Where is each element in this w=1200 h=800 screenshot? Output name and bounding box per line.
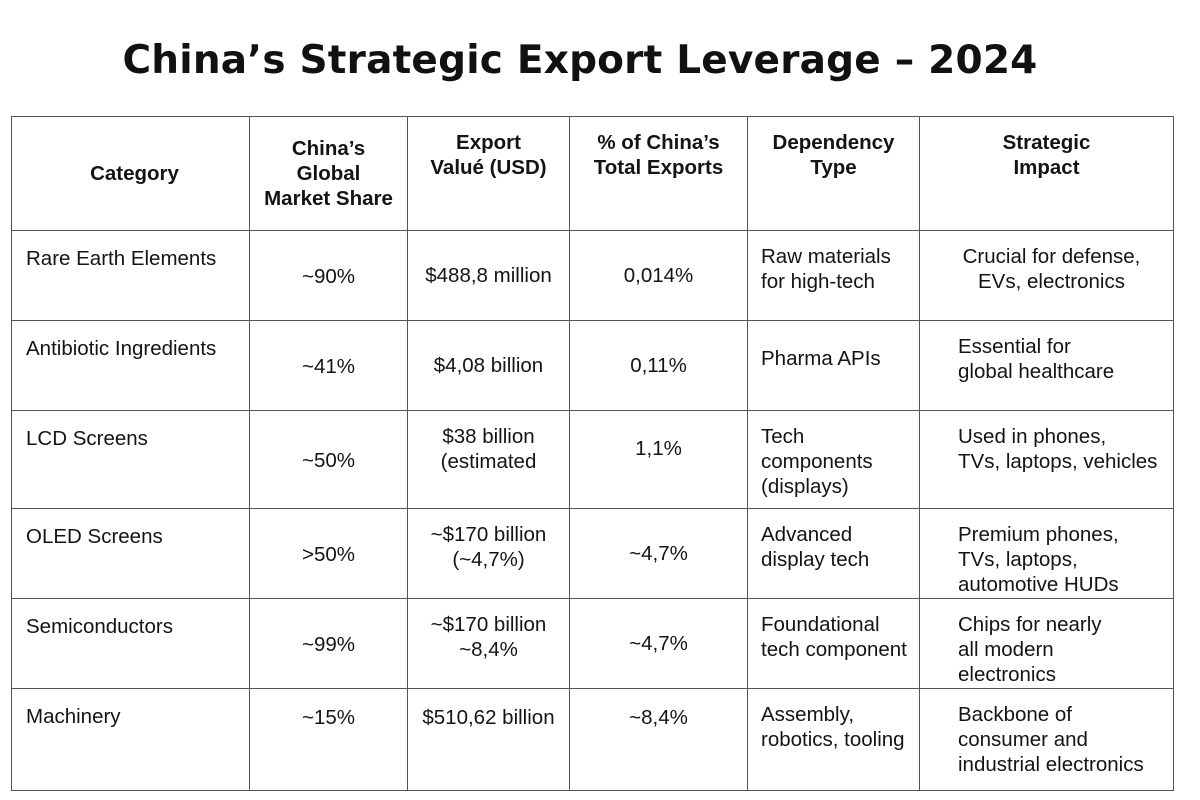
cell-strategic-impact: Backbone of consumer and industrial elec… <box>919 688 1174 791</box>
cell-pct-total-exports: ~4,7% <box>569 598 748 689</box>
cell-pct-total-exports: 1,1% <box>569 410 748 509</box>
page-title: China’s Strategic Export Leverage – 2024 <box>122 38 1038 83</box>
header-row: Category China’s Global Market Share Exp… <box>11 116 1174 231</box>
cell-market-share: >50% <box>249 508 408 599</box>
cell-market-share: ~99% <box>249 598 408 689</box>
cell-strategic-impact: Chips for nearly all modern electronics <box>919 598 1174 689</box>
cell-market-share: ~15% <box>249 688 408 791</box>
cell-dependency-type: Foundational tech component <box>747 598 920 689</box>
header-pct-total-exports: % of China’s Total Exports <box>569 116 748 231</box>
table-row: OLED Screens >50% ~$170 billion (~4,7%) … <box>11 508 1174 599</box>
cell-export-value: $38 billion (estimated <box>407 410 570 509</box>
cell-category: OLED Screens <box>11 508 250 599</box>
table-row: LCD Screens ~50% $38 billion (estimated … <box>11 410 1174 509</box>
cell-category: LCD Screens <box>11 410 250 509</box>
cell-dependency-type: Assembly, robotics, tooling <box>747 688 920 791</box>
cell-export-value: ~$170 billion (~4,7%) <box>407 508 570 599</box>
cell-pct-total-exports: ~4,7% <box>569 508 748 599</box>
header-export-value: Export Valué (USD) <box>407 116 570 231</box>
table-row: Antibiotic Ingredients ~41% $4,08 billio… <box>11 320 1174 411</box>
cell-market-share: ~41% <box>249 320 408 411</box>
cell-dependency-type: Pharma APIs <box>747 320 920 411</box>
cell-dependency-type: Tech components (displays) <box>747 410 920 509</box>
table-row: Rare Earth Elements ~90% $488,8 million … <box>11 230 1174 321</box>
table-row: Semiconductors ~99% ~$170 billion ~8,4% … <box>11 598 1174 689</box>
header-category: Category <box>11 116 250 231</box>
cell-strategic-impact: Essential for global healthcare <box>919 320 1174 411</box>
table-body: Rare Earth Elements ~90% $488,8 million … <box>11 230 1174 791</box>
cell-export-value: $4,08 billion <box>407 320 570 411</box>
header-dependency-type: Dependency Type <box>747 116 920 231</box>
cell-pct-total-exports: 0,014% <box>569 230 748 321</box>
cell-category: Semiconductors <box>11 598 250 689</box>
cell-export-value: $510,62 billion <box>407 688 570 791</box>
cell-market-share: ~90% <box>249 230 408 321</box>
cell-pct-total-exports: 0,11% <box>569 320 748 411</box>
cell-strategic-impact: Crucial for defense, EVs, electronics <box>919 230 1174 321</box>
cell-category: Antibiotic Ingredients <box>11 320 250 411</box>
cell-strategic-impact: Used in phones, TVs, laptops, vehicles <box>919 410 1174 509</box>
cell-pct-total-exports: ~8,4% <box>569 688 748 791</box>
cell-market-share: ~50% <box>249 410 408 509</box>
cell-category: Machinery <box>11 688 250 791</box>
cell-dependency-type: Advanced display tech <box>747 508 920 599</box>
cell-export-value: ~$170 billion ~8,4% <box>407 598 570 689</box>
table-row: Machinery ~15% $510,62 billion ~8,4% Ass… <box>11 688 1174 791</box>
table-header: Category China’s Global Market Share Exp… <box>11 116 1174 231</box>
cell-category: Rare Earth Elements <box>11 230 250 321</box>
header-market-share: China’s Global Market Share <box>249 116 408 231</box>
cell-strategic-impact: Premium phones, TVs, laptops, automotive… <box>919 508 1174 599</box>
cell-export-value: $488,8 million <box>407 230 570 321</box>
export-leverage-table: Category China’s Global Market Share Exp… <box>11 116 1174 791</box>
cell-dependency-type: Raw materials for high-tech <box>747 230 920 321</box>
header-strategic-impact: Strategic Impact <box>919 116 1174 231</box>
